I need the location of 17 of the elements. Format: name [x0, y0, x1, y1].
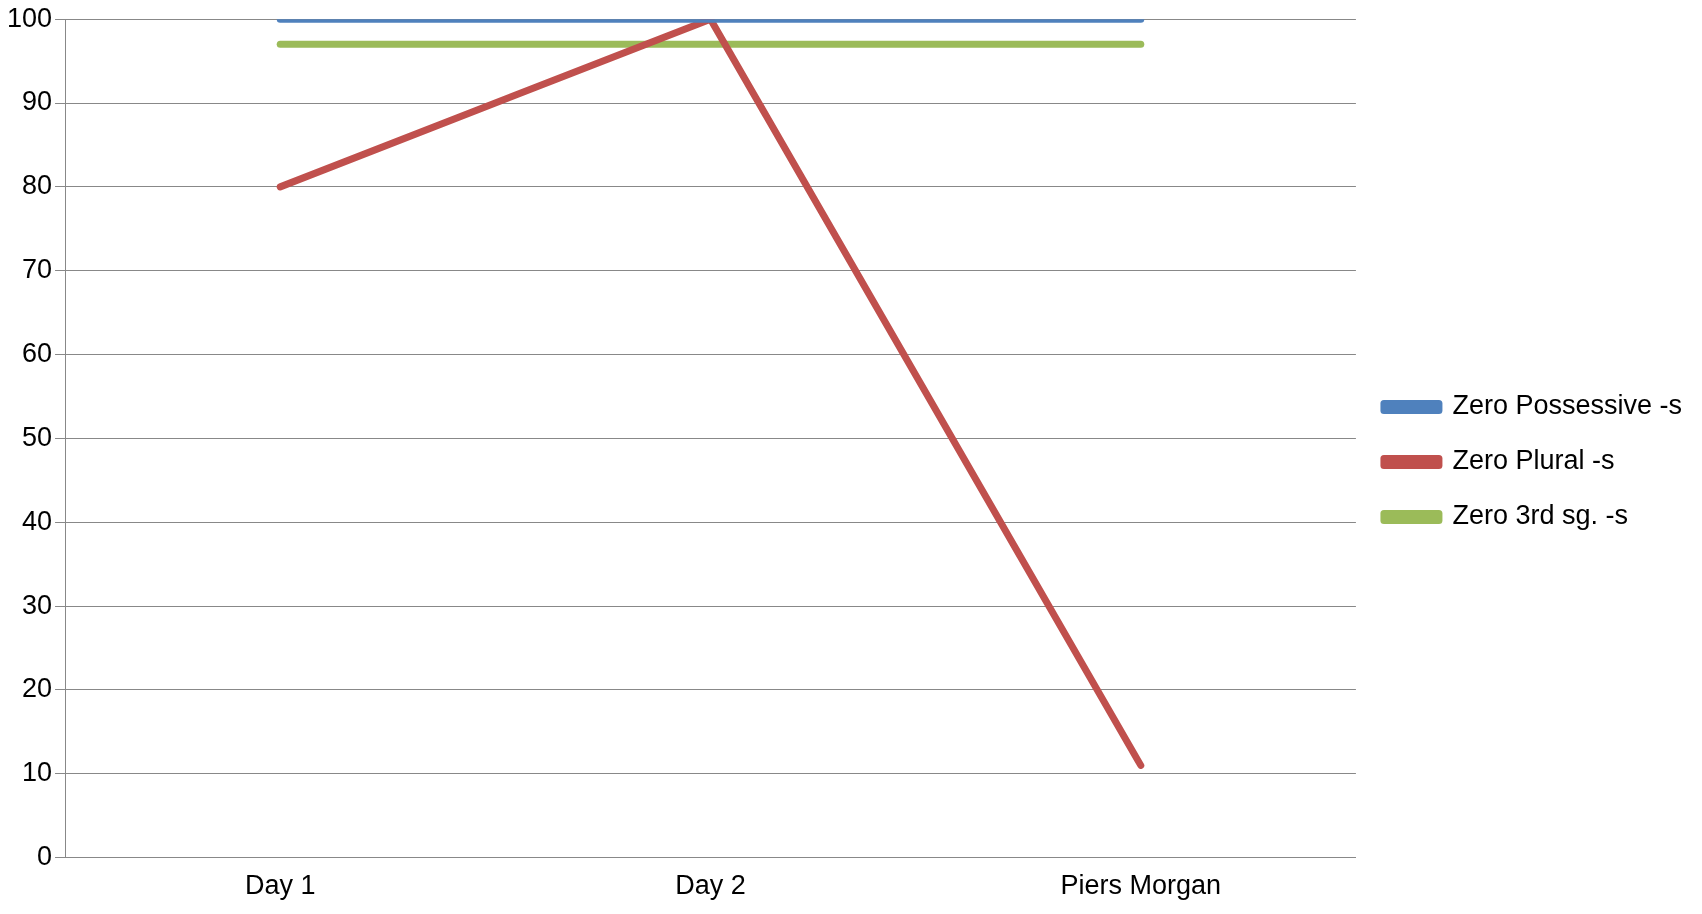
- x-tick-label: Piers Morgan: [1060, 870, 1222, 901]
- y-tick-label: 80: [22, 170, 53, 201]
- y-tick-label: 60: [22, 338, 53, 369]
- y-tick-label: 40: [22, 505, 53, 536]
- y-tick-label: 10: [22, 757, 53, 788]
- x-tick-label: Day 2: [675, 870, 746, 901]
- legend-label: Zero Plural -s: [1452, 445, 1615, 476]
- y-tick-label: 50: [22, 421, 53, 452]
- y-tick-label: 0: [37, 841, 53, 872]
- legend-label: Zero Possessive -s: [1452, 390, 1683, 421]
- y-tick-label: 100: [6, 2, 53, 33]
- legend-label: Zero 3rd sg. -s: [1452, 500, 1628, 531]
- y-tick-label: 70: [22, 254, 53, 285]
- x-tick-label: Day 1: [244, 870, 316, 901]
- y-tick-label: 30: [22, 589, 53, 620]
- y-tick-label: 90: [22, 86, 53, 117]
- y-tick-label: 20: [22, 673, 53, 704]
